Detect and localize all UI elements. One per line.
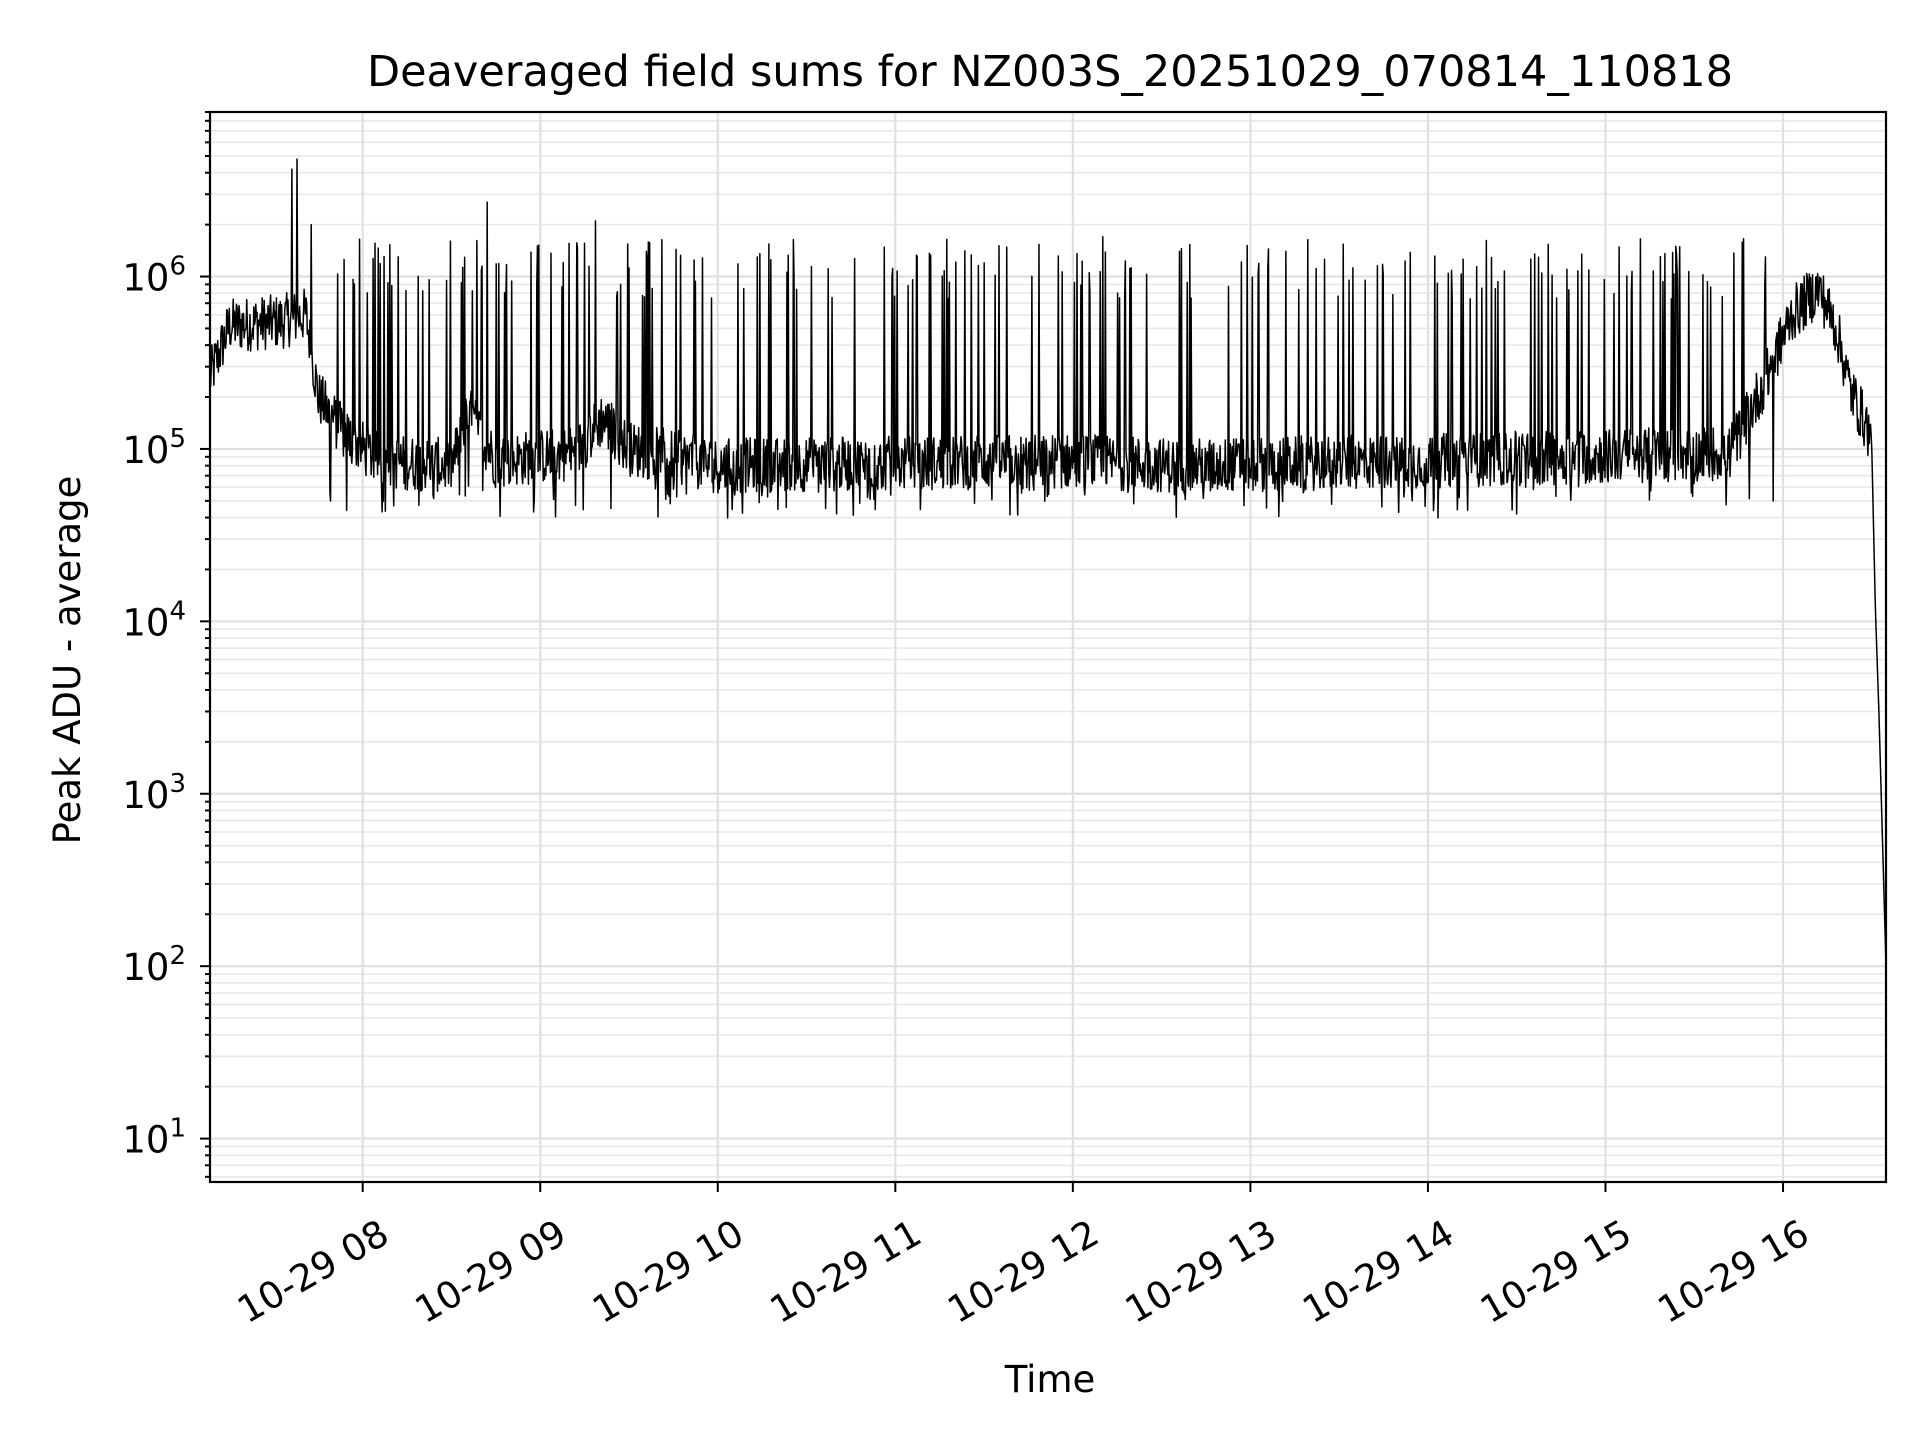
y-tick-label: 102 bbox=[122, 941, 186, 989]
y-tick-labels: 101 102 103 104 105 106 bbox=[122, 252, 186, 1162]
series-line-peak-adu bbox=[209, 158, 1887, 967]
y-tick-label: 104 bbox=[122, 596, 186, 644]
plot-frame bbox=[208, 110, 1888, 1184]
y-tick-label: 103 bbox=[122, 769, 186, 817]
y-tick-label: 105 bbox=[122, 424, 186, 472]
axis-ticks bbox=[200, 111, 1785, 1192]
y-axis-label: Peak ADU - average bbox=[46, 476, 89, 845]
x-axis-label: Time bbox=[1004, 1358, 1096, 1401]
series-group bbox=[209, 158, 1887, 967]
y-tick-label: 106 bbox=[122, 252, 186, 300]
y-tick-label: 101 bbox=[122, 1114, 186, 1162]
chart-title: Deaveraged field sums for NZ003S_2025102… bbox=[367, 47, 1733, 97]
